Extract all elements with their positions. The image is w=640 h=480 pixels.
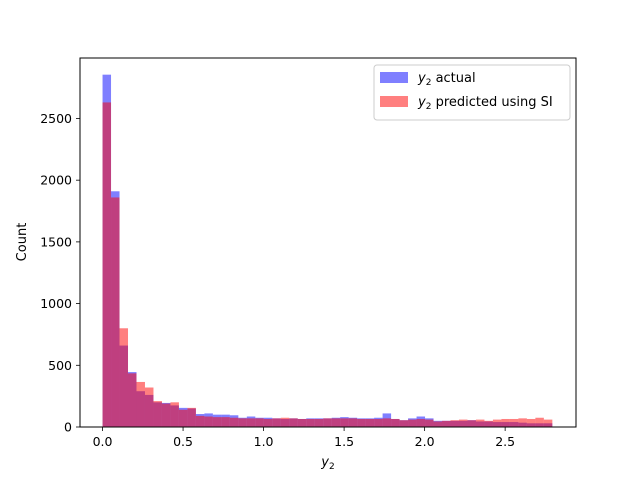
y-tick-label: 1500 [40, 234, 72, 249]
y-tick-label: 2000 [40, 173, 72, 188]
histogram-bar [484, 420, 493, 427]
histogram-bar [442, 420, 451, 427]
histogram-bar [306, 418, 315, 427]
histogram-bar [475, 419, 485, 427]
histogram-bar [458, 419, 468, 427]
histogram-bar [102, 102, 112, 427]
legend-swatch [380, 72, 408, 83]
histogram-bar [187, 407, 196, 427]
histogram-bar [178, 409, 188, 427]
x-tick-label: 1.5 [334, 434, 354, 449]
legend: y2 actual y2 predicted using SI [373, 64, 571, 121]
plot-frame [79, 57, 577, 428]
series-1-bars [102, 102, 553, 427]
histogram-bar [535, 417, 544, 427]
histogram-bar [501, 418, 510, 427]
x-tick-label: 2.5 [495, 434, 515, 449]
histogram-bar [425, 419, 434, 427]
histogram-bar [161, 403, 171, 427]
histogram-bar [416, 418, 426, 427]
legend-swatch [380, 96, 408, 107]
histogram-bar [323, 418, 332, 427]
histogram-bar [340, 418, 349, 427]
histogram-bar [229, 417, 239, 427]
y-axis: 0 500 1000 1500 2000 2500 [40, 111, 80, 435]
histogram-bar [263, 418, 273, 427]
histogram-bar [255, 418, 264, 427]
histogram-bar [297, 418, 307, 427]
histogram-bar [492, 419, 502, 427]
histogram-bar [153, 401, 162, 427]
histogram-bar [144, 387, 154, 427]
x-axis: 0.0 0.5 1.0 1.5 2.0 2.5 [93, 427, 515, 449]
y-tick-label: 2500 [40, 111, 72, 126]
histogram-bar [543, 419, 553, 427]
histogram-bar [246, 418, 256, 427]
histogram-bar [238, 418, 247, 427]
y-tick-label: 500 [48, 358, 72, 373]
histogram-bar [357, 418, 366, 427]
x-tick-label: 1.0 [254, 434, 274, 449]
histogram-bar [365, 418, 375, 427]
histogram-bar [509, 418, 519, 427]
legend-box [373, 64, 571, 121]
histogram-bar [111, 197, 120, 427]
bars-layer [102, 74, 553, 428]
x-tick-label: 0.5 [173, 434, 193, 449]
histogram-bar [170, 402, 179, 427]
x-tick-label: 2.0 [415, 434, 435, 449]
y-tick-label: 1000 [40, 296, 72, 311]
histogram-bar [433, 421, 443, 427]
legend-entry-label: y2 predicted using SI [417, 95, 553, 112]
histogram-bar [518, 418, 527, 427]
histogram-bar [374, 418, 383, 427]
histogram-bar [526, 418, 536, 427]
y-tick-label: 0 [64, 420, 72, 435]
histogram-bar [399, 420, 409, 427]
histogram-bar [408, 419, 417, 427]
x-axis-label-subscript: 2 [329, 462, 335, 472]
histogram-bar [289, 418, 298, 427]
histogram-bar [128, 373, 137, 427]
histogram-bar [314, 418, 324, 427]
histogram-bar [212, 417, 222, 427]
histogram-bar [348, 418, 358, 427]
histogram-bar [450, 420, 459, 427]
histogram-bar [195, 415, 205, 427]
legend-entry-label: y2 actual [417, 71, 476, 88]
histogram-bar [204, 416, 213, 427]
y-axis-label: Count [15, 223, 30, 262]
histogram-bar [280, 417, 290, 427]
histogram-bar [467, 420, 476, 427]
histogram-bar [272, 418, 281, 427]
histogram-bar [136, 381, 145, 427]
x-tick-label: 0.0 [93, 434, 113, 449]
histogram-bar [391, 418, 400, 427]
histogram-bar [382, 418, 392, 427]
histogram-bar [119, 328, 129, 427]
histogram-bar [331, 418, 341, 427]
histogram-bar [221, 417, 230, 427]
